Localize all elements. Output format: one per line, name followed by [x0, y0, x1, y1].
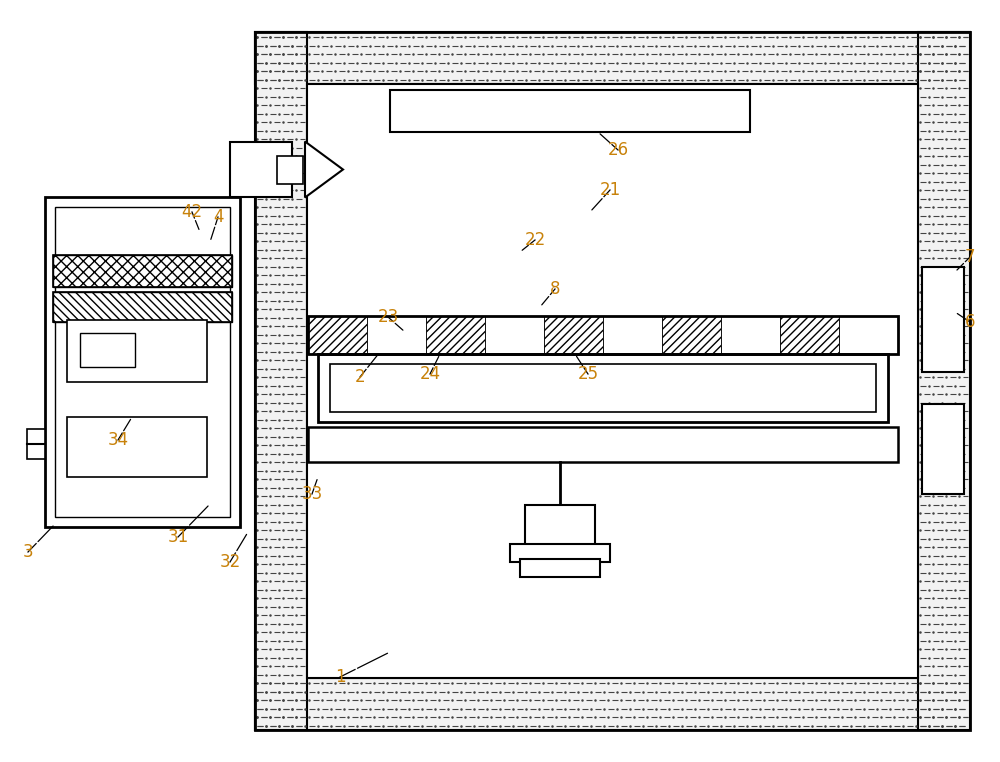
Bar	[510, 544, 610, 562]
Text: 24: 24	[419, 365, 441, 383]
Bar	[780, 316, 839, 354]
Bar	[27, 429, 45, 459]
Bar	[255, 32, 970, 84]
Bar	[367, 316, 426, 354]
Bar	[255, 678, 970, 730]
Text: 7: 7	[965, 248, 975, 266]
Bar	[230, 142, 292, 197]
Text: 4: 4	[213, 208, 223, 226]
Bar	[45, 197, 240, 527]
Text: 1: 1	[335, 668, 345, 686]
Bar	[662, 316, 721, 354]
Bar	[67, 417, 207, 477]
Bar	[53, 255, 232, 287]
Text: 31: 31	[167, 528, 189, 546]
Bar	[55, 207, 230, 517]
Bar	[53, 255, 232, 287]
Bar	[308, 427, 898, 462]
Bar	[255, 32, 307, 730]
Bar	[277, 155, 303, 184]
Bar	[255, 32, 970, 730]
Bar	[279, 158, 292, 181]
Text: 2: 2	[355, 368, 365, 386]
Bar	[390, 90, 750, 132]
Bar	[330, 364, 876, 412]
Bar	[544, 316, 603, 354]
Bar	[721, 316, 780, 354]
Bar	[603, 316, 662, 354]
Bar	[53, 292, 232, 322]
Text: 21: 21	[599, 181, 621, 199]
Text: 33: 33	[301, 485, 323, 503]
Text: 25: 25	[577, 365, 599, 383]
Text: 3: 3	[23, 543, 33, 561]
Text: 26: 26	[607, 141, 629, 159]
Text: 8: 8	[550, 280, 560, 298]
Text: 22: 22	[524, 231, 546, 249]
Bar	[520, 559, 600, 577]
Bar	[67, 320, 207, 382]
Bar	[922, 267, 964, 372]
Text: 34: 34	[107, 431, 129, 449]
Bar	[53, 292, 232, 322]
Bar	[307, 84, 918, 678]
Bar	[485, 316, 544, 354]
Polygon shape	[305, 142, 343, 197]
Text: 6: 6	[965, 313, 975, 331]
Bar	[839, 316, 898, 354]
Bar	[525, 505, 595, 547]
Text: 42: 42	[181, 203, 203, 221]
Bar	[318, 354, 888, 422]
Text: 32: 32	[219, 553, 241, 571]
Bar	[308, 316, 367, 354]
Bar	[426, 316, 485, 354]
Bar	[922, 404, 964, 494]
Text: 23: 23	[377, 308, 399, 326]
Bar	[308, 316, 898, 354]
Bar	[918, 32, 970, 730]
Bar	[80, 333, 135, 367]
